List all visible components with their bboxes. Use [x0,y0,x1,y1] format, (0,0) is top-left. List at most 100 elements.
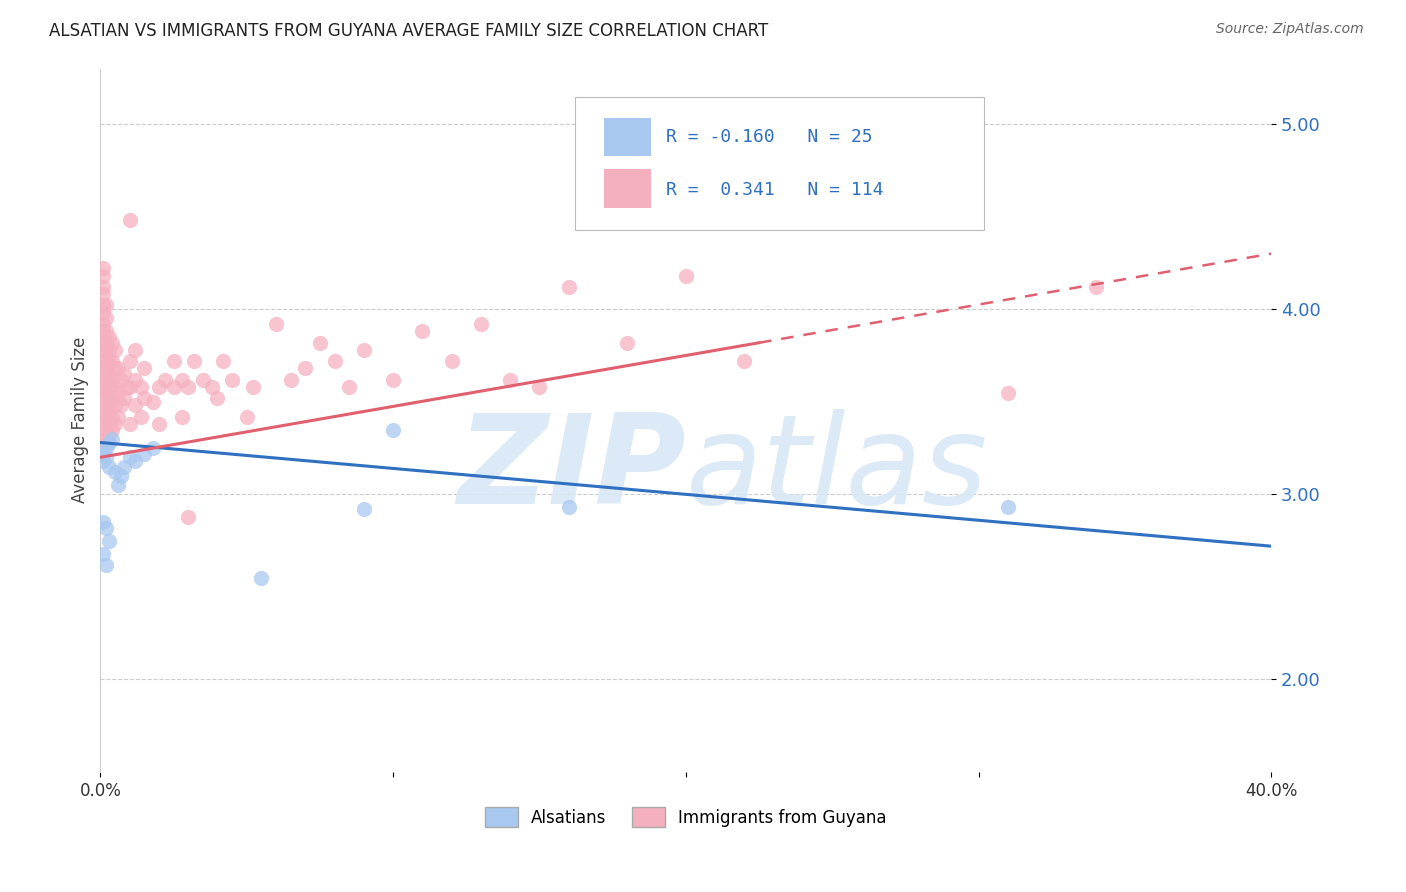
Point [96,399,118,413]
Text: ALSATIAN VS IMMIGRANTS FROM GUYANA AVERAGE FAMILY SIZE CORRELATION CHART: ALSATIAN VS IMMIGRANTS FROM GUYANA AVERA… [49,22,769,40]
Point [98,435,121,450]
Point [557,500,579,515]
Point [131,380,153,394]
Point [207,391,229,405]
Point [118,213,141,227]
Point [353,343,375,357]
Point [96,354,118,368]
Point [118,417,141,431]
Text: Source: ZipAtlas.com: Source: ZipAtlas.com [1216,22,1364,37]
Point [91,287,114,301]
Point [91,280,114,294]
Point [91,268,114,283]
Point [101,409,124,424]
Point [110,373,132,387]
Point [183,354,205,368]
Point [124,373,146,387]
Point [104,417,127,431]
Point [98,391,121,405]
Point [98,367,121,381]
Point [96,325,118,339]
Point [96,521,118,535]
Point [191,373,214,387]
Point [91,515,114,529]
Point [96,298,118,312]
Point [118,354,141,368]
Point [96,409,118,424]
Point [294,361,316,376]
Point [96,335,118,350]
Point [997,385,1019,400]
Point [112,367,135,381]
Point [107,478,129,492]
Point [616,335,638,350]
Point [440,354,463,368]
Point [177,380,200,394]
Point [96,373,118,387]
Point [98,533,121,548]
Point [382,423,405,437]
Point [172,373,194,387]
Point [323,354,346,368]
Point [177,509,200,524]
Point [104,399,127,413]
Point [101,391,124,405]
Point [91,261,114,276]
Point [337,380,360,394]
Point [91,404,114,418]
Point [382,373,405,387]
Point [162,380,184,394]
Point [91,373,114,387]
Point [91,454,114,468]
Point [107,385,129,400]
Point [235,409,257,424]
Point [529,380,551,394]
Point [96,361,118,376]
Point [242,380,264,394]
FancyBboxPatch shape [603,118,651,156]
Point [98,428,121,442]
Point [250,571,273,585]
Point [101,335,124,350]
Y-axis label: Average Family Size: Average Family Size [72,337,89,503]
Point [153,373,176,387]
Point [91,380,114,394]
Point [91,447,114,461]
Point [107,361,129,376]
Point [221,373,243,387]
Point [91,335,114,350]
Point [91,354,114,368]
Point [212,354,235,368]
Point [91,343,114,357]
Point [733,354,755,368]
Point [91,325,114,339]
Point [134,391,156,405]
Point [142,441,165,455]
Point [200,380,222,394]
Point [110,468,132,483]
Point [101,373,124,387]
Point [309,335,332,350]
Point [112,391,135,405]
Point [91,432,114,446]
Point [98,404,121,418]
Point [1084,280,1107,294]
Legend: Alsatians, Immigrants from Guyana: Alsatians, Immigrants from Guyana [478,800,894,834]
Point [101,423,124,437]
Point [91,306,114,320]
Point [411,325,433,339]
Point [499,373,522,387]
Point [104,343,127,357]
Point [98,330,121,344]
Point [107,409,129,424]
Point [118,380,141,394]
Point [115,380,138,394]
Point [470,317,492,331]
Point [112,459,135,474]
Point [142,394,165,409]
Point [675,268,697,283]
FancyBboxPatch shape [603,169,651,208]
Point [96,435,118,450]
Text: atlas: atlas [686,409,988,530]
Point [98,354,121,368]
